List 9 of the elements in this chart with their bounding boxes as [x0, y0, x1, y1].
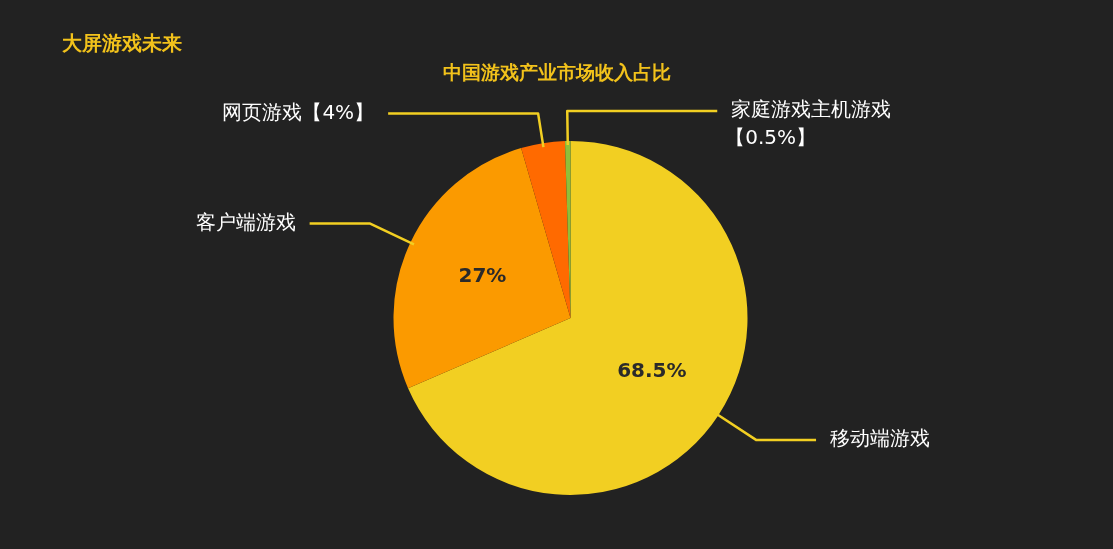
- chart-subtitle: 中国游戏产业市场收入占比: [441, 60, 672, 85]
- data-label: 68.5%: [617, 357, 687, 382]
- slice-label: 家庭游戏主机游戏: [731, 97, 892, 122]
- data-label: 27%: [458, 262, 507, 287]
- slice-label: 客户端游戏: [195, 209, 296, 234]
- chart-title: 大屏游戏未来: [62, 30, 182, 57]
- slice-label: 网页游戏【4%】: [222, 99, 375, 124]
- data-label: 【0.5%】: [725, 125, 817, 150]
- slice-label: 移动端游戏: [830, 426, 931, 451]
